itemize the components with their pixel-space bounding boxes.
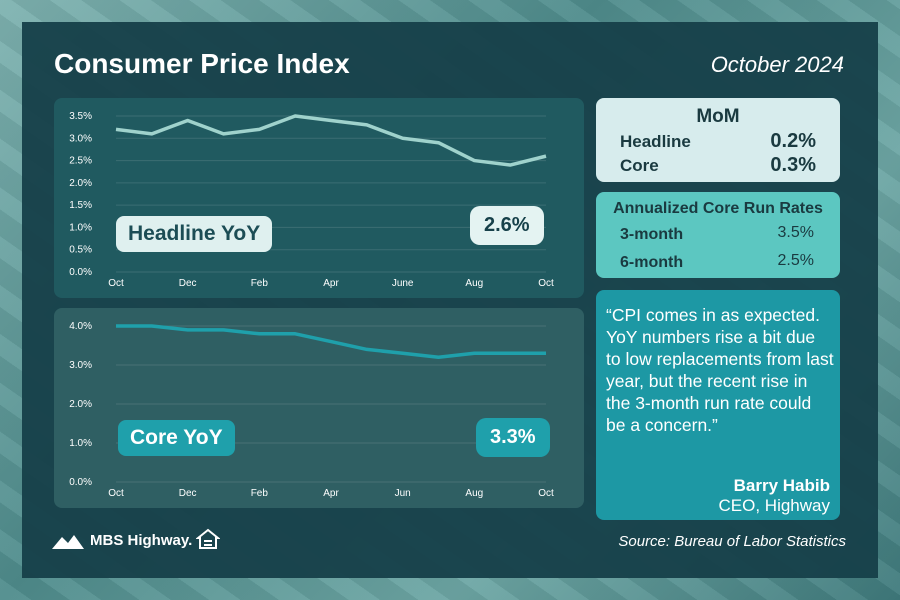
y-tick-label: 3.5% <box>69 111 92 122</box>
core-callout: 3.3% <box>476 418 550 457</box>
mom-tile: MoM Headline 0.2% Core 0.3% <box>596 98 840 182</box>
y-tick-label: 1.0% <box>69 438 92 449</box>
x-tick-label: Apr <box>323 488 339 499</box>
core-chart: 0.0% 1.0% 2.0% 3.0% 4.0% Oct Dec Feb Apr Jun Aug Oc… <box>69 321 554 499</box>
x-tick-label: Aug <box>465 488 483 499</box>
run-rate-3m-label: 3-month <box>620 226 684 243</box>
quote-author: Barry Habib <box>733 476 830 495</box>
mom-title: MoM <box>696 106 740 127</box>
x-tick-label: Oct <box>108 278 124 289</box>
mom-headline-label: Headline <box>620 132 691 151</box>
run-rate-6m-value: 2.5% <box>777 252 814 269</box>
quote-role: CEO, Highway <box>718 496 830 515</box>
headline-chart: 0.0% 0.5% 1.0% 1.5% 2.0% 2.5% 3.0% 3.5% Oct Dec Fe… <box>69 111 554 289</box>
x-tick-label: Oct <box>538 488 554 499</box>
y-tick-label: 0.0% <box>69 477 92 488</box>
equal-housing-icon <box>195 528 221 557</box>
report-date: October 2024 <box>710 52 844 77</box>
run-rate-3m-value: 3.5% <box>777 224 814 241</box>
run-rates-tile: Annualized Core Run Rates 3-month 3.5% 6… <box>596 192 840 278</box>
headline-chart-title: Headline YoY <box>116 216 273 252</box>
x-tick-label: Oct <box>108 488 124 499</box>
logo-text: MBS Highway. <box>90 532 193 549</box>
x-tick-label: Feb <box>251 488 269 499</box>
quote-text: “CPI comes in as expected. YoY numbers r… <box>606 305 834 435</box>
y-tick-label: 0.5% <box>69 245 92 256</box>
headline-chart-panel: 0.0% 0.5% 1.0% 1.5% 2.0% 2.5% 3.0% 3.5% Oct Dec Fe… <box>54 98 584 298</box>
mountain-icon <box>52 534 84 549</box>
x-tick-label: Jun <box>395 488 411 499</box>
quote-tile: “CPI comes in as expected. YoY numbers r… <box>596 290 840 520</box>
run-rates-title: Annualized Core Run Rates <box>613 200 823 217</box>
y-tick-label: 2.0% <box>69 399 92 410</box>
y-tick-label: 0.0% <box>69 267 92 278</box>
y-tick-label: 3.0% <box>69 133 92 144</box>
x-tick-label: Apr <box>323 278 339 289</box>
x-tick-label: Aug <box>465 278 483 289</box>
mom-core-value: 0.3% <box>770 154 816 176</box>
y-tick-label: 4.0% <box>69 321 92 332</box>
x-tick-label: Oct <box>538 278 554 289</box>
x-tick-label: Dec <box>179 278 197 289</box>
core-chart-title: Core YoY <box>118 420 235 456</box>
y-tick-label: 1.5% <box>69 200 92 211</box>
headline-callout: 2.6% <box>470 206 544 245</box>
source-note: Source: Bureau of Labor Statistics <box>618 533 846 550</box>
mbs-highway-logo: MBS Highway. <box>52 532 192 549</box>
page-title: Consumer Price Index <box>54 48 350 79</box>
y-tick-label: 2.0% <box>69 178 92 189</box>
y-tick-label: 3.0% <box>69 360 92 371</box>
x-tick-label: Feb <box>251 278 269 289</box>
x-tick-label: Dec <box>179 488 197 499</box>
x-tick-label: June <box>392 278 414 289</box>
run-rate-6m-label: 6-month <box>620 254 684 271</box>
mom-core-label: Core <box>620 156 659 175</box>
mom-headline-value: 0.2% <box>770 130 816 152</box>
y-tick-label: 2.5% <box>69 156 92 167</box>
series-line <box>115 114 547 167</box>
core-chart-panel: 0.0% 1.0% 2.0% 3.0% 4.0% Oct Dec Feb Apr Jun Aug Oc… <box>54 308 584 508</box>
y-tick-label: 1.0% <box>69 222 92 233</box>
